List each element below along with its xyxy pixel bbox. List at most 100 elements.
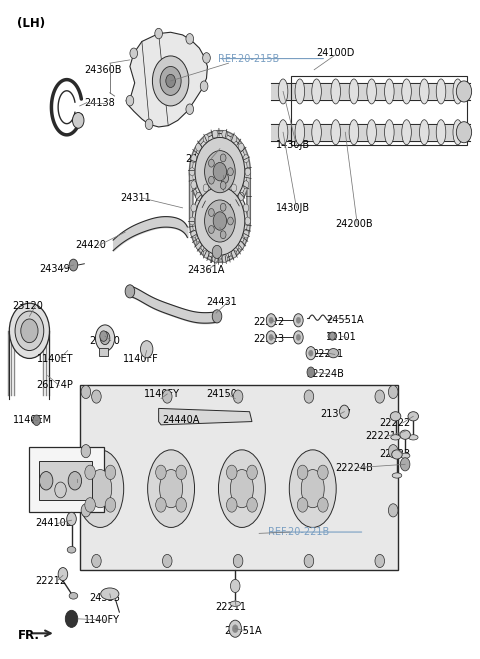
- Text: 1140FY: 1140FY: [84, 615, 120, 625]
- Circle shape: [231, 134, 237, 142]
- Bar: [39, 461, 92, 500]
- Ellipse shape: [295, 79, 305, 104]
- Circle shape: [203, 184, 209, 192]
- Circle shape: [85, 465, 96, 480]
- Text: 23120: 23120: [12, 301, 44, 312]
- Circle shape: [266, 314, 276, 327]
- Circle shape: [191, 204, 197, 212]
- Circle shape: [329, 332, 335, 340]
- Bar: [29, 447, 104, 512]
- Text: 22222: 22222: [379, 418, 410, 428]
- Ellipse shape: [89, 470, 112, 507]
- Circle shape: [189, 168, 195, 175]
- Circle shape: [222, 254, 228, 262]
- Circle shape: [318, 498, 328, 512]
- Ellipse shape: [453, 120, 463, 145]
- Circle shape: [196, 242, 202, 250]
- Circle shape: [189, 217, 195, 225]
- Text: 22211: 22211: [215, 602, 246, 612]
- Text: 1140EM: 1140EM: [12, 415, 52, 425]
- Text: 24150: 24150: [206, 389, 238, 399]
- Text: 24410B: 24410B: [35, 519, 72, 529]
- Circle shape: [294, 314, 303, 327]
- Ellipse shape: [230, 470, 253, 507]
- Text: 24360B: 24360B: [84, 65, 122, 74]
- Text: 22221: 22221: [365, 431, 396, 441]
- Circle shape: [304, 554, 314, 567]
- Circle shape: [204, 151, 235, 192]
- Circle shape: [221, 173, 228, 183]
- Circle shape: [39, 472, 53, 490]
- Circle shape: [166, 74, 175, 88]
- Circle shape: [238, 192, 244, 200]
- Ellipse shape: [69, 592, 78, 599]
- Circle shape: [375, 390, 384, 403]
- Circle shape: [229, 620, 241, 637]
- Circle shape: [269, 318, 273, 324]
- Ellipse shape: [218, 450, 265, 527]
- Text: REF.20-215B: REF.20-215B: [218, 53, 280, 63]
- Ellipse shape: [402, 120, 411, 145]
- Circle shape: [155, 28, 162, 39]
- Text: 24370B: 24370B: [202, 234, 240, 244]
- Ellipse shape: [436, 79, 446, 104]
- Circle shape: [245, 168, 251, 175]
- Bar: [271, 83, 470, 100]
- Circle shape: [196, 192, 202, 200]
- Circle shape: [68, 472, 82, 490]
- Circle shape: [230, 579, 240, 592]
- Circle shape: [307, 367, 315, 378]
- Circle shape: [231, 184, 237, 192]
- Circle shape: [100, 331, 108, 341]
- Ellipse shape: [400, 430, 410, 440]
- Ellipse shape: [278, 79, 288, 104]
- Ellipse shape: [148, 450, 194, 527]
- Circle shape: [294, 331, 303, 344]
- Circle shape: [227, 465, 237, 480]
- Circle shape: [212, 254, 218, 262]
- Bar: [80, 386, 398, 569]
- Text: 24420: 24420: [75, 241, 106, 250]
- Text: (LH): (LH): [17, 17, 46, 30]
- Circle shape: [141, 341, 153, 358]
- Text: 24551A: 24551A: [326, 314, 364, 325]
- Circle shape: [15, 311, 44, 351]
- Ellipse shape: [67, 546, 76, 553]
- Circle shape: [245, 217, 251, 225]
- Circle shape: [232, 625, 238, 633]
- Circle shape: [191, 155, 197, 163]
- Circle shape: [105, 498, 116, 512]
- Circle shape: [238, 143, 244, 151]
- Text: 24200B: 24200B: [336, 219, 373, 229]
- Circle shape: [33, 415, 40, 426]
- Circle shape: [269, 334, 273, 340]
- Ellipse shape: [408, 435, 418, 440]
- Circle shape: [145, 119, 153, 130]
- Circle shape: [176, 498, 187, 512]
- Circle shape: [238, 192, 244, 200]
- Circle shape: [208, 208, 214, 216]
- Bar: [99, 348, 108, 356]
- Ellipse shape: [349, 120, 359, 145]
- Circle shape: [208, 225, 214, 233]
- Circle shape: [203, 134, 209, 142]
- Circle shape: [203, 53, 210, 63]
- Text: 24412E: 24412E: [56, 474, 93, 484]
- Circle shape: [222, 206, 228, 213]
- Circle shape: [212, 245, 222, 258]
- Text: 24349: 24349: [39, 264, 70, 274]
- Ellipse shape: [312, 79, 322, 104]
- Ellipse shape: [400, 453, 410, 459]
- Text: 21377: 21377: [321, 409, 351, 418]
- Text: 24355K: 24355K: [202, 186, 239, 196]
- Ellipse shape: [328, 349, 338, 358]
- Circle shape: [125, 285, 135, 298]
- Text: 24311: 24311: [120, 193, 151, 203]
- Circle shape: [200, 81, 208, 92]
- Ellipse shape: [312, 120, 322, 145]
- Circle shape: [222, 179, 228, 187]
- Circle shape: [309, 350, 313, 356]
- Circle shape: [318, 465, 328, 480]
- Circle shape: [266, 331, 276, 344]
- Circle shape: [388, 503, 398, 517]
